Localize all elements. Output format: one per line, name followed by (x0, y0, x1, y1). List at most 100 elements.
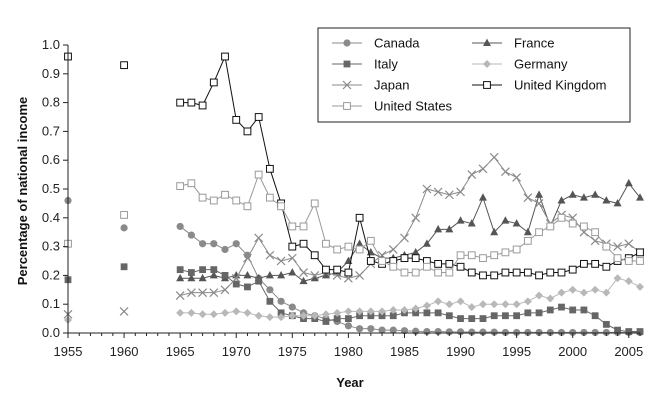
x-tick-label: 1990 (446, 344, 475, 359)
data-point-canada (389, 326, 397, 334)
data-point-united-states (613, 254, 622, 263)
legend-label-united-states: United States (374, 99, 453, 114)
data-point-united-kingdom (299, 239, 308, 248)
data-point-canada (187, 231, 195, 239)
data-point-japan (523, 193, 533, 203)
data-point-germany (288, 311, 297, 320)
data-point-united-kingdom (557, 268, 566, 277)
y-tick-label: 0.9 (42, 66, 60, 81)
data-point-united-states (232, 196, 241, 205)
data-point-italy (266, 297, 274, 305)
data-point-germany (333, 308, 342, 317)
data-point-canada (535, 328, 543, 337)
data-point-germany (512, 300, 521, 309)
data-point-japan (175, 291, 185, 300)
data-point-germany (400, 305, 409, 314)
y-tick-label: 1.0 (42, 37, 60, 52)
data-point-united-states (423, 262, 431, 271)
data-point-france (299, 276, 308, 285)
legend-marker-united-kingdom (483, 81, 491, 89)
data-point-canada (524, 328, 532, 337)
series-germany (64, 274, 644, 325)
data-point-germany (591, 285, 600, 294)
data-point-united-kingdom (479, 271, 487, 280)
data-point-united-states (624, 257, 633, 265)
data-point-united-states (535, 228, 543, 237)
data-point-germany (176, 308, 185, 317)
x-tick-label: 1985 (390, 344, 419, 359)
data-point-italy (535, 309, 543, 317)
data-point-germany (232, 307, 241, 316)
data-point-germany (187, 308, 196, 317)
data-point-italy (479, 315, 487, 322)
data-point-italy (367, 312, 375, 320)
data-point-japan (590, 236, 600, 246)
y-axis-label: Percentage of national income (15, 97, 30, 286)
data-point-france (467, 219, 476, 227)
series-layer (63, 52, 645, 337)
data-point-united-states (120, 211, 128, 219)
data-point-united-states (490, 251, 499, 260)
data-point-germany (243, 308, 252, 317)
data-point-france (445, 224, 454, 233)
data-point-japan (243, 253, 252, 263)
data-point-germany (299, 311, 308, 320)
data-point-germany (434, 297, 443, 306)
data-point-germany (321, 310, 330, 319)
data-point-united-states (557, 213, 566, 222)
data-point-japan (400, 233, 409, 243)
data-point-united-states (221, 190, 229, 199)
data-point-germany (209, 310, 218, 319)
data-point-united-states (411, 268, 420, 277)
data-point-canada (210, 240, 218, 248)
legend-box (317, 27, 631, 123)
series-italy (64, 263, 644, 335)
data-point-japan (624, 239, 634, 249)
data-point-germany (378, 307, 387, 316)
data-point-germany (602, 288, 611, 297)
data-point-italy (333, 315, 341, 322)
data-point-united-kingdom (209, 78, 218, 87)
data-point-united-states (636, 257, 644, 265)
data-point-canada (378, 326, 386, 334)
data-point-italy (524, 309, 532, 317)
data-point-germany (636, 282, 644, 291)
data-point-france (602, 196, 611, 204)
axis-layer: 0.0 0.1 0.2 0.3 0.4 0.5 0.6 0.7 0.8 0.9 1.0 1955 196… (42, 37, 643, 359)
x-tick-label: 2000 (558, 344, 587, 359)
data-point-united-states (445, 268, 454, 277)
data-point-canada (221, 245, 229, 254)
data-point-japan (310, 270, 320, 280)
data-point-canada (602, 328, 610, 337)
data-point-united-states (344, 242, 353, 251)
series-line-italy (180, 269, 640, 333)
data-point-united-states (523, 236, 532, 245)
data-point-germany (579, 288, 588, 297)
legend: Canada Italy Japan United States France Germa… (317, 27, 631, 123)
data-point-france (265, 271, 274, 279)
data-point-united-kingdom (636, 248, 644, 257)
data-point-canada (456, 328, 465, 336)
data-point-japan (534, 198, 544, 208)
data-point-united-kingdom (580, 259, 588, 268)
data-point-japan (186, 288, 196, 298)
data-point-united-states (265, 193, 274, 202)
data-point-united-kingdom (232, 115, 241, 124)
data-point-canada (356, 325, 364, 333)
data-point-italy (445, 312, 453, 320)
x-tick-label: 1955 (54, 344, 83, 359)
data-point-japan (198, 288, 208, 298)
data-point-france (411, 247, 420, 256)
data-point-japan (478, 164, 488, 174)
x-tick-label: 1995 (502, 344, 531, 359)
data-point-united-states (243, 202, 252, 211)
data-point-italy (221, 272, 229, 279)
data-point-united-states (546, 222, 555, 231)
y-tick-label: 0.8 (42, 95, 60, 110)
data-point-germany (344, 307, 353, 316)
data-point-france (198, 273, 207, 282)
data-point-united-kingdom (355, 213, 364, 222)
legend-label-italy: Italy (374, 57, 398, 72)
data-point-canada (232, 240, 240, 248)
y-tick-label: 0.2 (42, 267, 60, 282)
